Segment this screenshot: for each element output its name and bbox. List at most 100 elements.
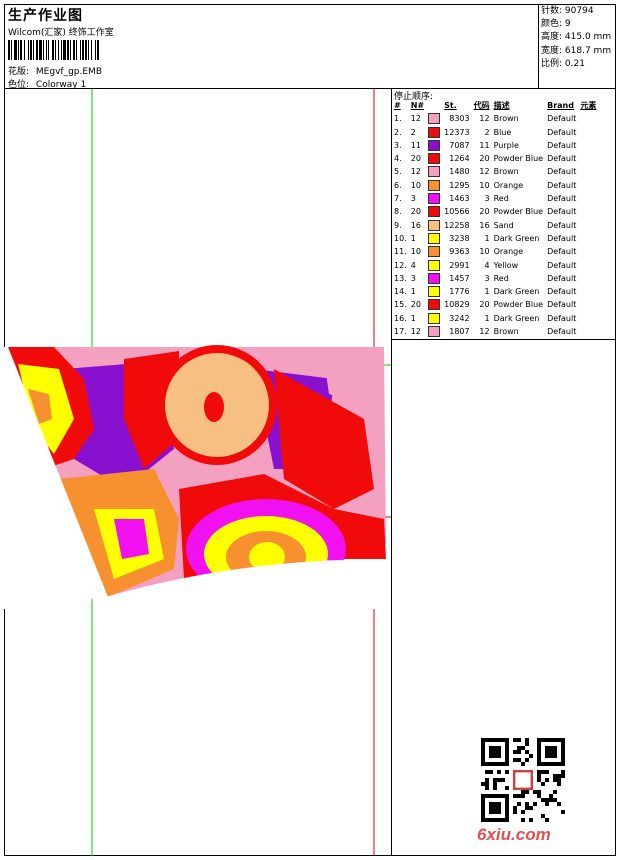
spec-width: 宽度: 618.7 mm — [541, 45, 612, 56]
row-needle: 2 — [410, 127, 416, 137]
magenta-accent — [114, 519, 149, 559]
row-code: 10 — [479, 180, 490, 190]
row-needle: 3 — [410, 194, 416, 204]
row-stitches: 3242 — [449, 313, 470, 323]
row-stitches: 8303 — [449, 114, 470, 124]
row-swatch — [426, 325, 442, 338]
row-swatch — [426, 139, 442, 152]
row-swatch — [426, 165, 442, 178]
row-index: 2. — [394, 127, 402, 137]
row-swatch — [426, 179, 442, 192]
color-swatch — [428, 272, 441, 284]
col-swatch — [426, 99, 442, 112]
row-stitches: 12373 — [444, 127, 470, 137]
row-brand: Default — [547, 287, 577, 297]
panel-divider — [392, 339, 616, 340]
row-swatch — [426, 272, 442, 285]
row-element — [578, 179, 598, 192]
col-description: 描述 — [493, 101, 510, 110]
row-description: Powder Blue — [493, 207, 544, 217]
row-code: 1 — [484, 313, 490, 323]
row-brand: Default — [547, 313, 577, 323]
colorway-row: 色位: Colorway 1 — [8, 77, 86, 90]
row-index: 6. — [394, 180, 402, 190]
row-description: Dark Green — [493, 313, 540, 323]
row-brand: Default — [547, 140, 577, 150]
row-brand: Default — [547, 327, 577, 337]
design-canvas — [4, 89, 392, 856]
row-index: 16. — [394, 313, 407, 323]
row-stitches: 10566 — [444, 207, 470, 217]
row-code: 12 — [479, 167, 490, 177]
left-flower-center — [28, 389, 52, 424]
spec-scale: 比例: 0.21 — [541, 58, 585, 69]
row-needle: 12 — [410, 114, 421, 124]
row-swatch — [426, 312, 442, 325]
color-swatch — [428, 299, 441, 311]
row-stitches: 1295 — [449, 180, 470, 190]
left-cutout — [4, 347, 108, 609]
table-row: 11. 10 9363 10 Orange Default — [392, 245, 598, 258]
row-swatch — [426, 192, 442, 205]
row-needle: 20 — [410, 207, 421, 217]
row-stitches: 1480 — [449, 167, 470, 177]
row-stitches: 1776 — [449, 287, 470, 297]
row-element — [578, 112, 598, 125]
col-code: 代码 — [473, 101, 490, 110]
pink-curl — [324, 355, 366, 399]
row-stitches: 1463 — [449, 194, 470, 204]
row-element — [578, 285, 598, 298]
row-description: Brown — [493, 327, 519, 337]
watermark-logo: 6xiu.com — [477, 825, 551, 844]
embroidery-preview — [4, 89, 391, 856]
col-brand: Brand — [547, 101, 574, 110]
spec-colors: 颜色: 9 — [541, 19, 571, 30]
stop-sequence-title: 停止顺序: — [394, 92, 434, 102]
row-element — [578, 312, 598, 325]
row-element — [578, 139, 598, 152]
color-swatch — [428, 259, 441, 271]
row-index: 10. — [394, 233, 407, 243]
row-needle: 1 — [410, 313, 416, 323]
table-row: 6. 10 1295 10 Orange Default — [392, 179, 598, 192]
row-element — [578, 272, 598, 285]
table-row: 14. 1 1776 1 Dark Green Default — [392, 285, 598, 298]
row-element — [578, 165, 598, 178]
row-description: Blue — [493, 127, 512, 137]
row-description: Yellow — [493, 260, 519, 270]
table-header-row: # N# St. 代码 描述 Brand 元素 — [392, 99, 598, 112]
col-stitches: St. — [444, 101, 457, 110]
row-element — [578, 219, 598, 232]
row-stitches: 3238 — [449, 233, 470, 243]
row-code: 2 — [484, 127, 490, 137]
table-row: 3. 11 7087 11 Purple Default — [392, 139, 598, 152]
row-needle: 1 — [410, 287, 416, 297]
row-index: 13. — [394, 273, 407, 283]
row-swatch — [426, 112, 442, 125]
row-brand: Default — [547, 154, 577, 164]
row-code: 20 — [479, 300, 490, 310]
color-swatch — [428, 219, 441, 231]
row-description: Powder Blue — [493, 154, 544, 164]
row-needle: 1 — [410, 233, 416, 243]
color-swatch — [428, 232, 441, 244]
row-element — [578, 205, 598, 218]
row-index: 8. — [394, 207, 402, 217]
row-index: 11. — [394, 247, 407, 257]
stop-sequence-table: # N# St. 代码 描述 Brand 元素 1. 12 8303 12 Brown D… — [392, 99, 598, 338]
row-code: 4 — [484, 260, 490, 270]
row-code: 1 — [484, 287, 490, 297]
row-swatch — [426, 205, 442, 218]
table-row: 5. 12 1480 12 Brown Default — [392, 165, 598, 178]
row-description: Dark Green — [493, 287, 540, 297]
table-row: 8. 20 10566 20 Powder Blue Default — [392, 205, 598, 218]
row-brand: Default — [547, 114, 577, 124]
row-needle: 11 — [410, 140, 421, 150]
row-stitches: 7087 — [449, 140, 470, 150]
colorway-value: Colorway 1 — [35, 80, 87, 90]
row-stitches: 10829 — [444, 300, 470, 310]
row-brand: Default — [547, 220, 577, 230]
row-stitches: 9363 — [449, 247, 470, 257]
row-element — [578, 232, 598, 245]
design-name-label: 花版: — [8, 67, 30, 77]
